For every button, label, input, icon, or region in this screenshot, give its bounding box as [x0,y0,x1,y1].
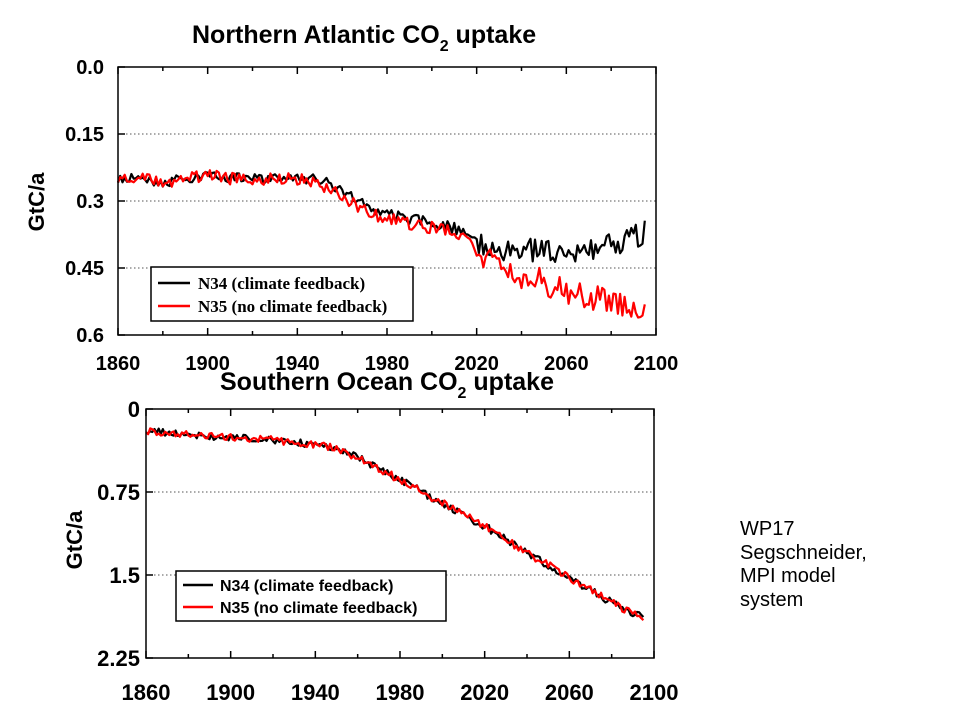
x-tick-label: 1940 [291,680,340,705]
x-tick-label: 2020 [454,353,499,375]
series-line-n35 [145,427,645,621]
chart-northern-atlantic: Northern Atlantic CO2 uptake GtC/a 0.00.… [24,21,678,375]
x-tick-label: 1940 [275,353,320,375]
x-tick-label: 2100 [630,680,679,705]
y-tick-labels: 0 0.75 1.5 2.25 [97,397,153,671]
y-tick-label: 0.15 [65,124,104,146]
x-tick-label: 1860 [122,680,171,705]
y-tick-label: 1.5 [109,563,140,588]
y-tick-label: 0.6 [76,325,104,347]
x-tick-label: 1900 [185,353,230,375]
legend: N34 (climate feedback) N35 (no climate f… [150,266,414,322]
grid-lines [146,491,654,576]
legend-label-n34: N34 (climate feedback) [220,578,393,595]
series-group [116,169,646,319]
caption-line: system [740,588,804,611]
x-tick-label: 2020 [460,680,509,705]
x-tick-labels: 1860 1900 1940 1980 2020 2060 2100 [122,409,679,705]
y-tick-labels: 0.0 0.15 0.3 0.45 0.6 [65,57,125,347]
x-tick-label: 1860 [96,353,141,375]
x-tick-label: 2060 [544,353,589,375]
series-group [145,427,645,621]
chart-title: Northern Atlantic CO2 uptake [192,21,536,55]
legend-box [150,266,414,322]
caption-text: WP17 Segschneider, MPI model system [740,518,940,612]
caption-line: MPI model [740,565,836,587]
series-line-n35 [116,169,646,319]
legend-label-n35: N35 (no climate feedback) [220,600,417,617]
grid-lines [118,133,656,269]
caption-line: WP17 [740,518,795,540]
y-tick-label: 0.3 [76,191,104,213]
x-tick-label: 1980 [365,353,410,375]
x-tick-label: 2060 [545,680,594,705]
legend-label-n35: N35 (no climate feedback) [198,297,387,316]
legend: N34 (climate feedback) N35 (no climate f… [175,570,447,622]
y-axis-label: GtC/a [24,172,49,231]
caption-line: Segschneider, [740,541,867,564]
legend-label-n34: N34 (climate feedback) [198,274,365,293]
y-axis-label: GtC/a [62,510,87,569]
x-tick-label: 2100 [634,353,679,375]
y-tick-label: 0.75 [97,480,140,505]
legend-box [175,570,447,622]
x-tick-label: 1900 [206,680,255,705]
y-tick-label: 0.0 [76,57,104,79]
y-tick-label: 2.25 [97,646,140,671]
x-tick-labels: 1860 1900 1940 1980 2020 2060 2100 [96,67,679,375]
x-tick-label: 1980 [376,680,425,705]
chart-southern-ocean: Southern Ocean CO2 uptake GtC/a 0 0.75 1.5… [62,368,678,705]
chart-title: Southern Ocean CO2 uptake [220,368,554,402]
y-tick-label: 0.45 [65,258,104,280]
y-tick-label: 0 [128,397,140,422]
